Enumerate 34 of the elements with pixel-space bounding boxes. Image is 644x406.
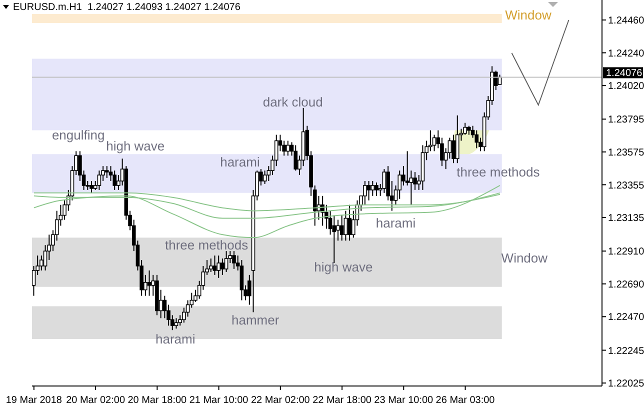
x-tick-label: 22 Mar 18:00 xyxy=(312,395,372,406)
y-tick-label: 1.24460 xyxy=(608,16,644,27)
annotation: hammer xyxy=(232,312,280,328)
annotation: harami xyxy=(376,215,416,230)
x-tick-label: 26 Mar 03:00 xyxy=(436,395,496,406)
annotation: harami xyxy=(156,331,196,346)
annotation: high wave xyxy=(314,259,373,274)
x-tick-label: 21 Mar 10:00 xyxy=(189,395,249,406)
annotation: three methods xyxy=(165,237,249,252)
y-tick-label: 1.22025 xyxy=(608,378,644,390)
y-tick-label: 1.24240 xyxy=(608,48,644,60)
y-tick-label: 1.23135 xyxy=(608,213,644,224)
y-tick-label: 1.22910 xyxy=(608,246,644,258)
y-tick-label: 1.23795 xyxy=(608,114,644,126)
annotation: three methods xyxy=(456,164,540,180)
x-tick-label: 20 Mar 02:00 xyxy=(66,395,126,406)
annotation: Window xyxy=(505,7,552,22)
annotation: harami xyxy=(220,154,260,170)
x-tick-label: 22 Mar 02:00 xyxy=(250,395,310,406)
ref-line-label: 1.24076 xyxy=(606,68,643,80)
x-tick-label: 19 Mar 2018 xyxy=(6,395,62,406)
y-tick-label: 1.22470 xyxy=(608,312,644,324)
annotation: Window xyxy=(501,250,548,266)
y-tick-label: 1.24020 xyxy=(608,81,644,92)
x-tick-label: 20 Mar 18:00 xyxy=(128,395,188,406)
annotation: dark cloud xyxy=(262,94,323,110)
annotation: high wave xyxy=(106,138,165,154)
annotation: engulfing xyxy=(52,127,105,142)
y-tick-label: 1.23355 xyxy=(608,180,644,192)
x-tick-label: 23 Mar 10:00 xyxy=(374,395,434,406)
y-tick-label: 1.23575 xyxy=(608,147,644,158)
y-tick-label: 1.22245 xyxy=(608,346,644,357)
chart-title: EURUSD.m.H1 1.24027 1.24093 1.24027 1.24076 xyxy=(13,2,241,13)
y-tick-label: 1.22690 xyxy=(608,279,644,290)
